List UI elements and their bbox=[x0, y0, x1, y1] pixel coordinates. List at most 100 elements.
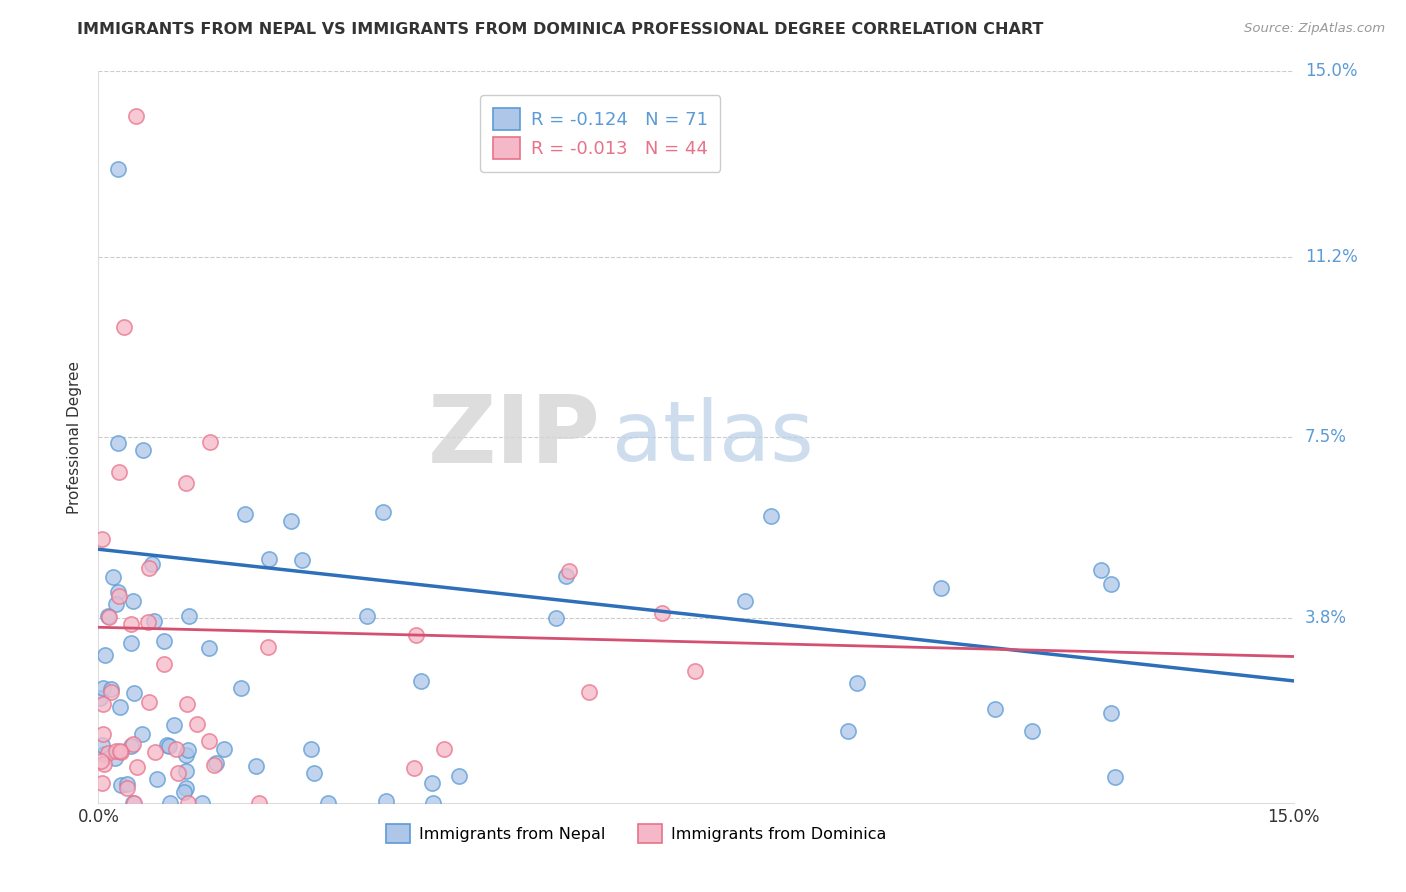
Point bbox=[107, 589, 129, 603]
Text: IMMIGRANTS FROM NEPAL VS IMMIGRANTS FROM DOMINICA PROFESSIONAL DEGREE CORRELATIO: IMMIGRANTS FROM NEPAL VS IMMIGRANTS FROM… bbox=[77, 22, 1043, 37]
Point bbox=[110, 778, 132, 792]
Point bbox=[93, 747, 115, 761]
Point bbox=[156, 738, 179, 752]
Point bbox=[433, 742, 456, 756]
Point bbox=[124, 796, 146, 810]
Point bbox=[107, 585, 129, 599]
Point bbox=[163, 718, 186, 732]
Point bbox=[122, 796, 145, 810]
Point bbox=[174, 764, 197, 779]
Point bbox=[229, 681, 252, 695]
Point bbox=[177, 743, 200, 757]
Point bbox=[205, 756, 228, 770]
Text: ZIP: ZIP bbox=[427, 391, 600, 483]
Point bbox=[132, 442, 155, 457]
Point bbox=[1021, 724, 1043, 739]
Point bbox=[159, 796, 181, 810]
Point bbox=[97, 609, 120, 624]
Point bbox=[122, 685, 145, 699]
Point bbox=[371, 505, 394, 519]
Point bbox=[299, 741, 322, 756]
Point bbox=[202, 758, 225, 772]
Point bbox=[91, 681, 114, 696]
Point bbox=[257, 551, 280, 566]
Point bbox=[117, 780, 139, 795]
Legend: Immigrants from Nepal, Immigrants from Dominica: Immigrants from Nepal, Immigrants from D… bbox=[380, 817, 893, 850]
Point bbox=[302, 765, 325, 780]
Point bbox=[136, 615, 159, 629]
Point bbox=[197, 734, 219, 748]
Point bbox=[90, 739, 112, 753]
Text: Source: ZipAtlas.com: Source: ZipAtlas.com bbox=[1244, 22, 1385, 36]
Point bbox=[100, 681, 122, 696]
Point bbox=[174, 475, 197, 490]
Point bbox=[422, 796, 444, 810]
Point bbox=[157, 739, 180, 753]
Point bbox=[115, 777, 138, 791]
Point bbox=[846, 676, 869, 690]
Point bbox=[174, 748, 197, 763]
Point bbox=[554, 569, 576, 583]
Point bbox=[256, 640, 278, 654]
Point bbox=[110, 746, 132, 760]
Point bbox=[1104, 770, 1126, 784]
Point bbox=[143, 745, 166, 759]
Point bbox=[176, 697, 198, 711]
Point bbox=[105, 597, 128, 611]
Point bbox=[983, 702, 1005, 716]
Point bbox=[191, 796, 214, 810]
Point bbox=[142, 615, 165, 629]
Point bbox=[929, 581, 952, 595]
Point bbox=[167, 765, 190, 780]
Point bbox=[291, 553, 314, 567]
Text: 15.0%: 15.0% bbox=[1305, 62, 1357, 80]
Point bbox=[90, 754, 112, 768]
Point bbox=[120, 636, 142, 650]
Point bbox=[138, 561, 160, 575]
Point bbox=[104, 743, 127, 757]
Point bbox=[197, 641, 219, 656]
Point bbox=[100, 685, 122, 699]
Point bbox=[177, 796, 200, 810]
Point bbox=[94, 648, 117, 663]
Point bbox=[375, 795, 398, 809]
Point bbox=[174, 780, 197, 795]
Point bbox=[759, 508, 782, 523]
Point bbox=[141, 557, 163, 571]
Point bbox=[422, 776, 444, 790]
Point bbox=[1101, 577, 1123, 591]
Point bbox=[447, 769, 470, 783]
Point bbox=[526, 152, 548, 166]
Point bbox=[138, 695, 160, 709]
Point bbox=[177, 608, 200, 623]
Point bbox=[409, 674, 432, 689]
Point bbox=[734, 594, 756, 608]
Point bbox=[112, 320, 135, 334]
Point bbox=[683, 664, 706, 678]
Point bbox=[91, 727, 114, 741]
Point bbox=[214, 741, 236, 756]
Point bbox=[356, 608, 378, 623]
Point bbox=[97, 608, 120, 623]
Point bbox=[578, 685, 600, 699]
Point bbox=[122, 737, 145, 751]
Text: atlas: atlas bbox=[613, 397, 814, 477]
Point bbox=[93, 756, 115, 771]
Point bbox=[1090, 563, 1112, 577]
Point bbox=[280, 514, 302, 528]
Point bbox=[101, 570, 124, 584]
Point bbox=[245, 759, 267, 773]
Point bbox=[89, 690, 111, 705]
Point bbox=[405, 628, 427, 642]
Text: 7.5%: 7.5% bbox=[1305, 428, 1347, 446]
Text: 3.8%: 3.8% bbox=[1305, 608, 1347, 626]
Point bbox=[108, 465, 131, 479]
Point bbox=[110, 744, 132, 758]
Point bbox=[91, 697, 114, 711]
Point bbox=[558, 565, 581, 579]
Point bbox=[1099, 706, 1122, 720]
Point bbox=[122, 594, 145, 608]
Point bbox=[131, 726, 153, 740]
Point bbox=[107, 436, 129, 450]
Y-axis label: Professional Degree: Professional Degree bbox=[67, 360, 83, 514]
